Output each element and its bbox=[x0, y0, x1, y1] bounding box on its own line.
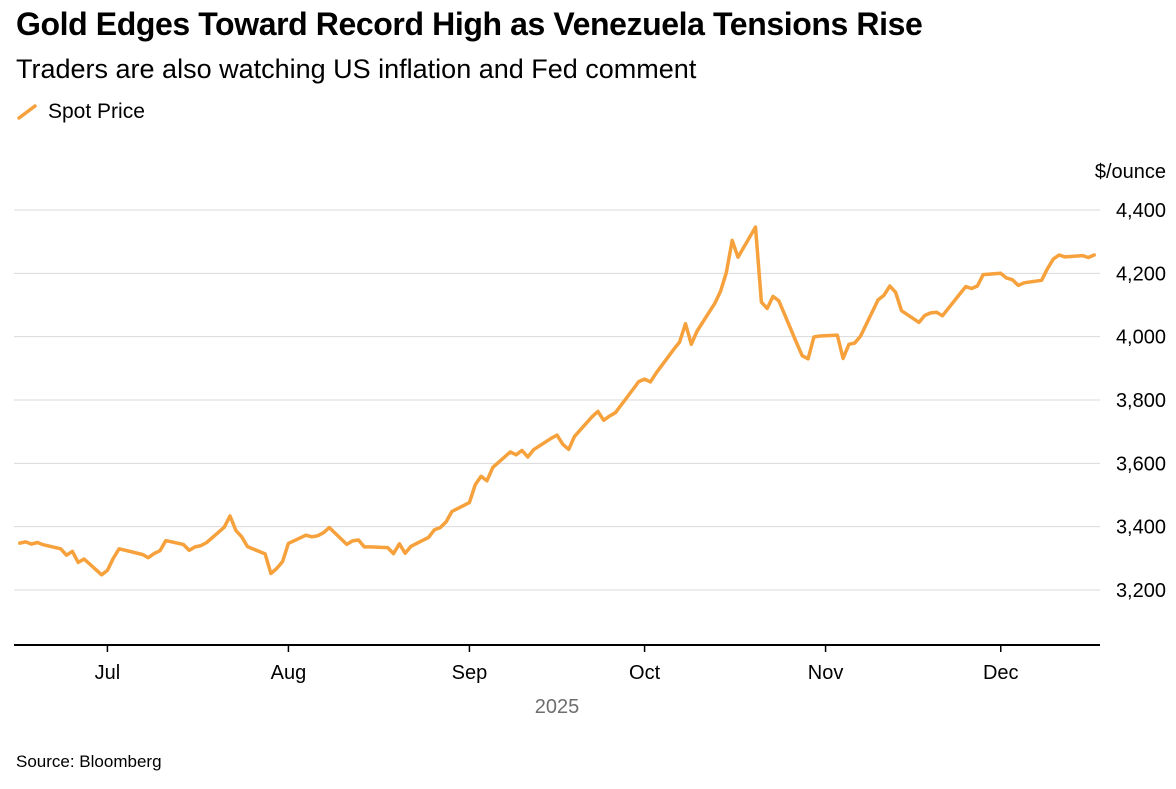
source-note: Source: Bloomberg bbox=[16, 752, 162, 771]
y-tick-label: 4,200 bbox=[1116, 263, 1166, 285]
y-axis-unit-label: $/ounce bbox=[1095, 161, 1166, 183]
y-tick-label: 4,400 bbox=[1116, 200, 1166, 222]
x-tick-label: Sep bbox=[452, 662, 488, 684]
x-axis-year-label: 2025 bbox=[535, 696, 580, 718]
y-tick-label: 3,400 bbox=[1116, 517, 1166, 539]
y-tick-label: 3,600 bbox=[1116, 453, 1166, 475]
x-tick-label: Nov bbox=[808, 662, 844, 684]
y-tick-label: 3,800 bbox=[1116, 390, 1166, 412]
chart-subtitle: Traders are also watching US inflation a… bbox=[16, 53, 697, 84]
x-tick-label: Jul bbox=[95, 662, 121, 684]
legend-label-spot-price: Spot Price bbox=[48, 99, 145, 123]
legend: Spot Price bbox=[0, 85, 1176, 124]
x-tick-label: Oct bbox=[629, 662, 661, 684]
y-tick-label: 3,200 bbox=[1116, 580, 1166, 602]
spot-price-line-icon bbox=[17, 104, 37, 120]
x-tick-label: Dec bbox=[983, 662, 1019, 684]
spot-price-line bbox=[18, 225, 1096, 577]
x-tick-label: Aug bbox=[271, 662, 307, 684]
chart-title: Gold Edges Toward Record High as Venezue… bbox=[16, 6, 923, 42]
chart-canvas: 4,400 4,200 4,000 3,800 3,600 3,400 3,200 $/oun… bbox=[14, 161, 1166, 718]
gold-price-chart: 4,400 4,200 4,000 3,800 3,600 3,400 3,200 $/oun… bbox=[0, 155, 1176, 720]
y-tick-label: 4,000 bbox=[1116, 327, 1166, 349]
